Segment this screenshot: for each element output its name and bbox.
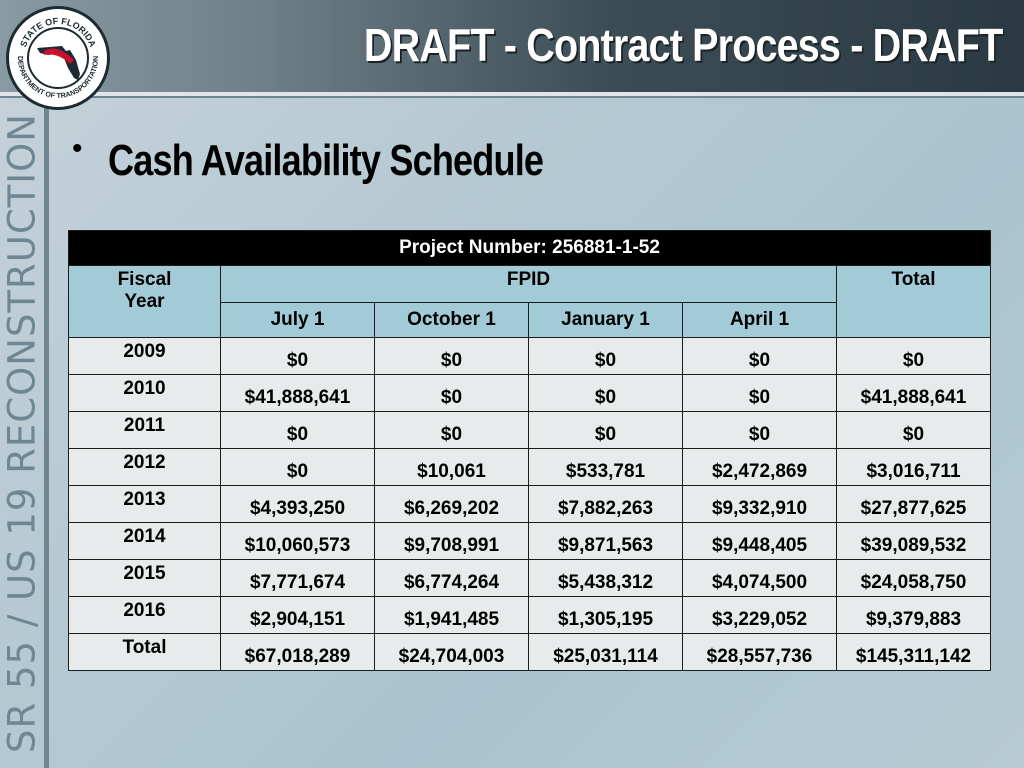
fiscal-year-cell: 2015 [68, 559, 221, 597]
table-row: 2011 $0 $0 $0 $0 $0 [68, 411, 991, 449]
row-total-cell: $3,016,711 [836, 448, 991, 486]
amount-cell: $1,305,195 [528, 596, 683, 634]
amount-cell: $0 [528, 374, 683, 412]
header-row-quarters: July 1 October 1 January 1 April 1 [69, 302, 991, 338]
header-bar [0, 0, 1024, 92]
amount-cell: $9,332,910 [682, 485, 837, 523]
amount-cell: $7,771,674 [220, 559, 375, 597]
amount-cell: $7,882,263 [528, 485, 683, 523]
fpid-header: FPID [220, 265, 837, 303]
row-total-cell: $27,877,625 [836, 485, 991, 523]
amount-cell: $0 [374, 374, 529, 412]
amount-cell: $6,269,202 [374, 485, 529, 523]
amount-cell: $9,871,563 [528, 522, 683, 560]
amount-cell: $10,060,573 [220, 522, 375, 560]
fiscal-year-cell: 2009 [68, 337, 221, 375]
amount-cell: $0 [682, 337, 837, 375]
amount-cell: $10,061 [374, 448, 529, 486]
amount-cell: $1,941,485 [374, 596, 529, 634]
amount-cell: $0 [220, 411, 375, 449]
amount-cell: $0 [682, 411, 837, 449]
table-body: 2009 $0 $0 $0 $0 $0 2010 $41,888,641 $0 $0 $0 $41,8… [68, 337, 991, 671]
fiscal-year-cell: 2010 [68, 374, 221, 412]
row-total-cell: $145,311,142 [836, 633, 991, 671]
amount-cell: $0 [682, 374, 837, 412]
quarter-header: July 1 [220, 302, 375, 338]
fdot-seal-logo: STATE OF FLORIDA DEPARTMENT OF TRANSPORT… [6, 6, 110, 110]
fiscal-year-cell: 2016 [68, 596, 221, 634]
table-row: 2013 $4,393,250 $6,269,202 $7,882,263 $9,332… [68, 485, 991, 523]
quarter-header: January 1 [528, 302, 683, 338]
section-heading: Cash Availability Schedule [108, 136, 544, 185]
table-row: 2014 $10,060,573 $9,708,991 $9,871,563 $9,44… [68, 522, 991, 560]
amount-cell: $67,018,289 [220, 633, 375, 671]
row-total-cell: $39,089,532 [836, 522, 991, 560]
header-divider [0, 92, 1024, 96]
project-number-row: Project Number: 256881-1-52 [68, 230, 991, 266]
amount-cell: $0 [374, 411, 529, 449]
table-row: 2010 $41,888,641 $0 $0 $0 $41,888,641 [68, 374, 991, 412]
table-row: Total $67,018,289 $24,704,003 $25,031,114 $2… [68, 633, 991, 671]
amount-cell: $9,708,991 [374, 522, 529, 560]
amount-cell: $2,472,869 [682, 448, 837, 486]
table-row: 2009 $0 $0 $0 $0 $0 [68, 337, 991, 375]
amount-cell: $4,393,250 [220, 485, 375, 523]
sidebar-banner-text: SR 55 / US 19 RECONSTRUCTION [0, 113, 44, 753]
bullet-icon: • [72, 132, 83, 165]
quarter-header: October 1 [374, 302, 529, 338]
amount-cell: $9,448,405 [682, 522, 837, 560]
fiscal-year-header: Fiscal Year [68, 265, 221, 338]
amount-cell: $2,904,151 [220, 596, 375, 634]
row-total-cell: $0 [836, 337, 991, 375]
table-row: 2015 $7,771,674 $6,774,264 $5,438,312 $4,074… [68, 559, 991, 597]
amount-cell: $41,888,641 [220, 374, 375, 412]
table-row: 2016 $2,904,151 $1,941,485 $1,305,195 $3,229… [68, 596, 991, 634]
amount-cell: $24,704,003 [374, 633, 529, 671]
fiscal-year-cell: 2014 [68, 522, 221, 560]
header-divider-dark [0, 96, 1024, 98]
row-total-cell: $9,379,883 [836, 596, 991, 634]
fiscal-year-cell: 2012 [68, 448, 221, 486]
sidebar-banner: SR 55 / US 19 RECONSTRUCTION [0, 98, 44, 768]
amount-cell: $3,229,052 [682, 596, 837, 634]
fiscal-year-cell: 2013 [68, 485, 221, 523]
row-total-cell: $41,888,641 [836, 374, 991, 412]
table-row: 2012 $0 $10,061 $533,781 $2,472,869 $3,016,71… [68, 448, 991, 486]
amount-cell: $4,074,500 [682, 559, 837, 597]
amount-cell: $0 [528, 411, 683, 449]
amount-cell: $533,781 [528, 448, 683, 486]
amount-cell: $0 [220, 337, 375, 375]
amount-cell: $0 [374, 337, 529, 375]
amount-cell: $6,774,264 [374, 559, 529, 597]
total-header: Total [836, 265, 991, 338]
amount-cell: $5,438,312 [528, 559, 683, 597]
amount-cell: $28,557,736 [682, 633, 837, 671]
page-title: DRAFT - Contract Process - DRAFT [363, 19, 1003, 71]
sidebar-divider [44, 98, 49, 768]
cash-availability-table: Project Number: 256881-1-52 Fiscal Year … [68, 230, 991, 671]
row-total-cell: $24,058,750 [836, 559, 991, 597]
header-row-top: Fiscal Year FPID Total [68, 265, 991, 338]
amount-cell: $0 [528, 337, 683, 375]
amount-cell: $25,031,114 [528, 633, 683, 671]
project-number-cell: Project Number: 256881-1-52 [68, 230, 991, 266]
quarter-header: April 1 [682, 302, 837, 338]
fiscal-year-cell: Total [68, 633, 221, 671]
fiscal-year-cell: 2011 [68, 411, 221, 449]
amount-cell: $0 [220, 448, 375, 486]
row-total-cell: $0 [836, 411, 991, 449]
